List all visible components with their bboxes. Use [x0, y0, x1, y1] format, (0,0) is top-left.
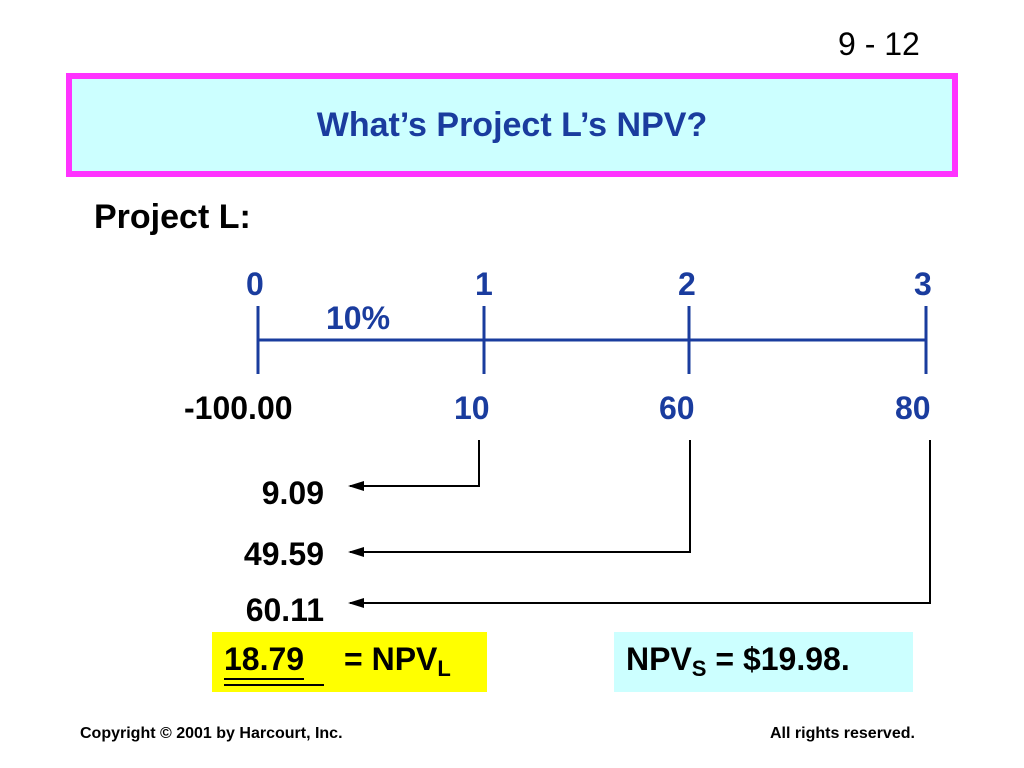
period-3: 3 [914, 266, 932, 302]
npv-l-highlight [212, 632, 487, 692]
period-2: 2 [678, 266, 696, 302]
present-value-3: 60.11 [245, 592, 324, 628]
cash-flow-2: 60 [659, 390, 695, 426]
project-label: Project L: [94, 198, 251, 236]
npv-s-result: NPVS = $19.98. [626, 641, 850, 681]
rights-footer: All rights reserved. [770, 725, 915, 742]
arrowhead-2 [348, 547, 364, 557]
arrowhead-1 [348, 481, 364, 491]
npv-s-highlight [614, 632, 913, 692]
discount-arrow-2 [350, 440, 691, 553]
title-box: What’s Project L’s NPV? [66, 73, 958, 177]
discount-arrow-1 [350, 440, 480, 487]
present-value-2: 49.59 [243, 536, 324, 572]
present-value-1: 9.09 [261, 475, 324, 511]
period-1: 1 [475, 266, 493, 302]
discount-arrow-3 [350, 440, 931, 604]
slide-number: 9 - 12 [838, 26, 920, 62]
arrowhead-3 [348, 598, 364, 608]
slide-title: What’s Project L’s NPV? [316, 105, 708, 144]
npv-l-value: 18.79 [224, 640, 305, 680]
double-underline [224, 684, 324, 686]
cash-flow-3: 80 [895, 390, 931, 426]
interest-rate: 10% [326, 300, 391, 336]
period-0: 0 [246, 266, 264, 302]
cash-flow-0: -100.00 [184, 390, 293, 426]
cash-flow-1: 10 [454, 390, 490, 426]
copyright-footer: Copyright © 2001 by Harcourt, Inc. [80, 725, 343, 742]
npv-l-label: = NPVL [344, 641, 451, 681]
